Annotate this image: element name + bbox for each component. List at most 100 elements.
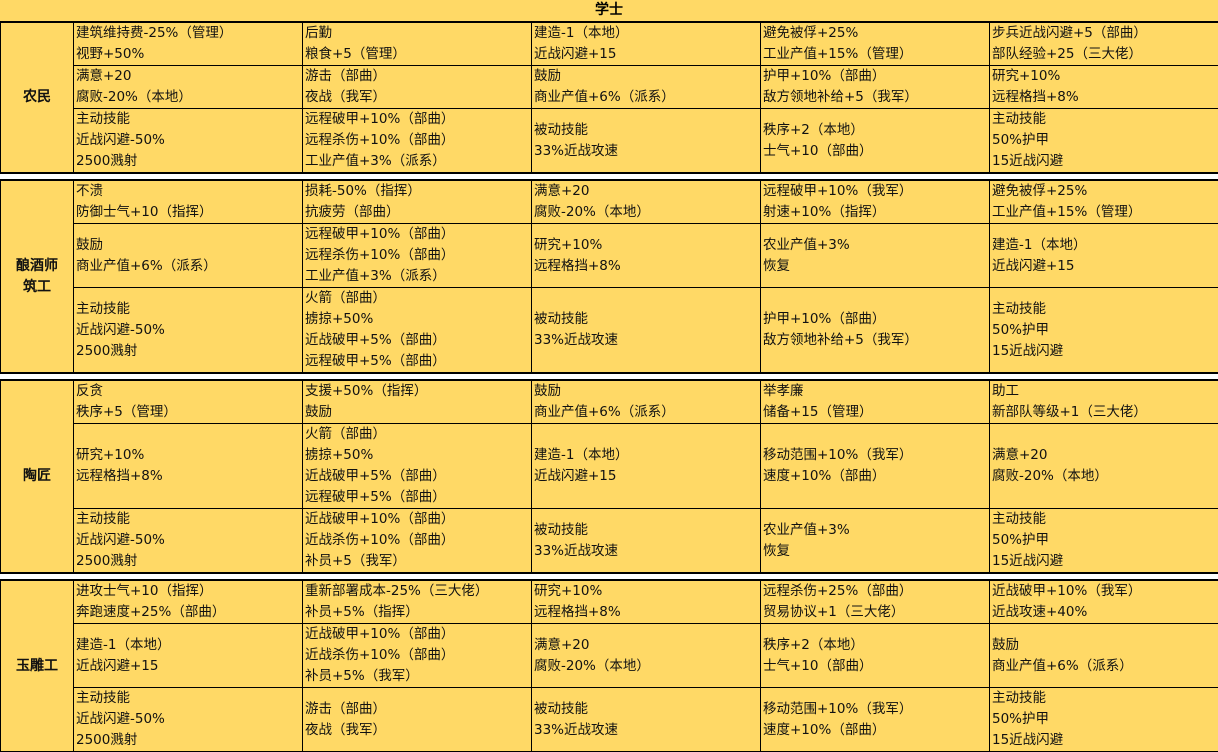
table-cell[interactable]: 损耗-50%（指挥）抗疲劳（部曲） (303, 181, 532, 224)
cell-line: 掳掠+50% (305, 309, 531, 330)
table-cell[interactable]: 研究+10%远程格挡+8% (532, 581, 761, 624)
cell-line: 助工 (992, 381, 1218, 402)
table-cell[interactable]: 建造-1（本地）近战闪避+15 (990, 224, 1218, 288)
table-cell[interactable]: 近战破甲+10%（部曲）近战杀伤+10%（部曲）补员+5%（我军） (303, 624, 532, 688)
group-label[interactable]: 农民 (1, 23, 74, 173)
table-cell[interactable]: 建造-1（本地）近战闪避+15 (532, 23, 761, 66)
group-label[interactable]: 陶匠 (1, 381, 74, 573)
cell-line: 50%护甲 (992, 130, 1218, 151)
cell-line: 近战破甲+10%（我军） (992, 581, 1218, 602)
group-table: 农民建筑维持费-25%（管理）视野+50%后勤粮食+5（管理）建造-1（本地）近… (0, 22, 1218, 173)
group-label[interactable]: 玉雕工 (1, 581, 74, 752)
cell-line: 研究+10% (76, 445, 302, 466)
table-cell[interactable]: 反贪秩序+5（管理） (74, 381, 303, 424)
table-row: 主动技能近战闪避-50%2500溅射火箭（部曲）掳掠+50%近战破甲+5%（部曲… (1, 288, 1218, 373)
cell-line: 夜战（我军） (305, 87, 531, 108)
table-cell[interactable]: 助工新部队等级+1（三大佬） (990, 381, 1218, 424)
table-cell[interactable]: 火箭（部曲）掳掠+50%近战破甲+5%（部曲）远程破甲+5%（部曲） (303, 424, 532, 509)
table-cell[interactable]: 移动范围+10%（我军）速度+10%（部曲） (761, 424, 990, 509)
cell-line: 近战破甲+10%（部曲） (305, 509, 531, 530)
table-cell[interactable]: 远程破甲+10%（部曲）远程杀伤+10%（部曲）工业产值+3%（派系） (303, 224, 532, 288)
cell-line: 移动范围+10%（我军） (763, 445, 989, 466)
table-cell[interactable]: 避免被俘+25%工业产值+15%（管理） (761, 23, 990, 66)
cell-line: 移动范围+10%（我军） (763, 699, 989, 720)
table-cell[interactable]: 近战破甲+10%（部曲）近战杀伤+10%（部曲）补员+5（我军） (303, 509, 532, 573)
group-table: 陶匠 反贪秩序+5（管理）支援+50%（指挥）鼓励鼓励商业产值+6%（派系）举孝廉… (0, 380, 1218, 573)
table-cell[interactable]: 后勤粮食+5（管理） (303, 23, 532, 66)
table-cell[interactable]: 研究+10%远程格挡+8% (990, 66, 1218, 109)
table-cell[interactable]: 建造-1（本地）近战闪避+15 (74, 624, 303, 688)
table-cell[interactable]: 不溃防御士气+10（指挥） (74, 181, 303, 224)
group-label[interactable]: 酿酒师筑工 (1, 181, 74, 373)
table-cell[interactable]: 火箭（部曲）掳掠+50%近战破甲+5%（部曲）远程破甲+5%（部曲） (303, 288, 532, 373)
cell-line: 33%近战攻速 (534, 541, 760, 562)
table-cell[interactable]: 避免被俘+25%工业产值+15%（管理） (990, 181, 1218, 224)
table-cell[interactable]: 步兵近战闪避+5（部曲）部队经验+25（三大佬） (990, 23, 1218, 66)
cell-line: 近战闪避-50% (76, 130, 302, 151)
sheet-title[interactable]: 学士 (0, 0, 1218, 22)
table-cell[interactable]: 举孝廉储备+15（管理） (761, 381, 990, 424)
table-cell[interactable]: 远程破甲+10%（部曲）远程杀伤+10%（部曲）工业产值+3%（派系） (303, 109, 532, 173)
group-label-line: 陶匠 (1, 466, 73, 487)
group-label-line: 筑工 (1, 277, 73, 298)
table-cell[interactable]: 游击（部曲）夜战（我军） (303, 66, 532, 109)
cell-line: 2500溅射 (76, 151, 302, 172)
table-cell[interactable]: 秩序+2（本地）士气+10（部曲） (761, 624, 990, 688)
table-cell[interactable]: 护甲+10%（部曲）敌方领地补给+5（我军） (761, 66, 990, 109)
table-cell[interactable]: 农业产值+3%恢复 (761, 224, 990, 288)
cell-line: 腐败-20%（本地） (534, 202, 760, 223)
cell-line: 15近战闪避 (992, 730, 1218, 751)
table-cell[interactable]: 鼓励商业产值+6%（派系） (74, 224, 303, 288)
cell-line: 满意+20 (534, 181, 760, 202)
table-cell[interactable]: 主动技能近战闪避-50%2500溅射 (74, 509, 303, 573)
table-cell[interactable]: 研究+10%远程格挡+8% (74, 424, 303, 509)
cell-line: 掳掠+50% (305, 445, 531, 466)
table-cell[interactable]: 建造-1（本地）近战闪避+15 (532, 424, 761, 509)
table-cell[interactable]: 主动技能近战闪避-50%2500溅射 (74, 288, 303, 373)
table-cell[interactable]: 主动技能近战闪避-50%2500溅射 (74, 109, 303, 173)
table-cell[interactable]: 鼓励商业产值+6%（派系） (532, 381, 761, 424)
table-cell[interactable]: 鼓励商业产值+6%（派系） (532, 66, 761, 109)
table-cell[interactable]: 远程破甲+10%（我军）射速+10%（指挥） (761, 181, 990, 224)
table-cell[interactable]: 支援+50%（指挥）鼓励 (303, 381, 532, 424)
cell-line: 近战杀伤+10%（部曲） (305, 645, 531, 666)
table-cell[interactable]: 护甲+10%（部曲）敌方领地补给+5（我军） (761, 288, 990, 373)
table-cell[interactable]: 秩序+2（本地）士气+10（部曲） (761, 109, 990, 173)
cell-line: 50%护甲 (992, 709, 1218, 730)
cell-line: 游击（部曲） (305, 66, 531, 87)
table-cell[interactable]: 远程杀伤+25%（部曲）贸易协议+1（三大佬） (761, 581, 990, 624)
cell-line: 建筑维持费-25%（管理） (76, 23, 302, 44)
cell-line: 远程破甲+5%（部曲） (305, 487, 531, 508)
table-cell[interactable]: 近战破甲+10%（我军）近战攻速+40% (990, 581, 1218, 624)
cell-line: 火箭（部曲） (305, 288, 531, 309)
cell-line: 远程杀伤+10%（部曲） (305, 245, 531, 266)
table-cell[interactable]: 研究+10%远程格挡+8% (532, 224, 761, 288)
cell-line: 主动技能 (992, 299, 1218, 320)
cell-line: 被动技能 (534, 120, 760, 141)
cell-line: 15近战闪避 (992, 341, 1218, 362)
table-cell[interactable]: 鼓励商业产值+6%（派系） (990, 624, 1218, 688)
cell-line: 恢复 (763, 541, 989, 562)
table-cell[interactable]: 农业产值+3%恢复 (761, 509, 990, 573)
cell-line: 满意+20 (76, 66, 302, 87)
group-table: 玉雕工进攻士气+10（指挥）奔跑速度+25%（部曲）重新部署成本-25%（三大佬… (0, 580, 1218, 752)
cell-line: 近战闪避+15 (534, 44, 760, 65)
table-cell[interactable]: 进攻士气+10（指挥）奔跑速度+25%（部曲） (74, 581, 303, 624)
table-cell[interactable]: 建筑维持费-25%（管理）视野+50% (74, 23, 303, 66)
table-cell[interactable]: 重新部署成本-25%（三大佬）补员+5%（指挥） (303, 581, 532, 624)
cell-line: 近战闪避-50% (76, 530, 302, 551)
cell-line: 15近战闪避 (992, 551, 1218, 572)
table-row: 农民建筑维持费-25%（管理）视野+50%后勤粮食+5（管理）建造-1（本地）近… (1, 23, 1218, 66)
